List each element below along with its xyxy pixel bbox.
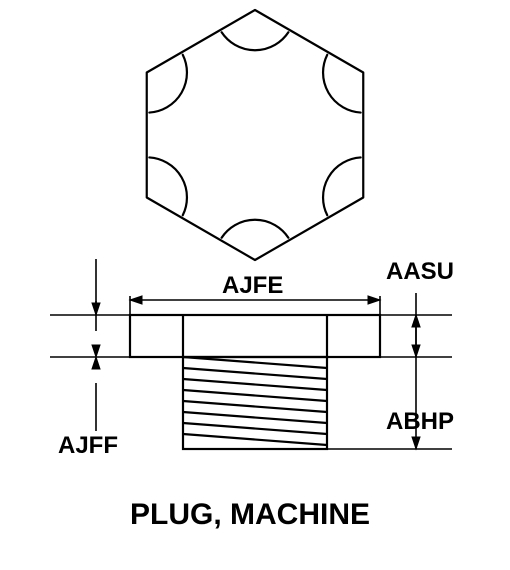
label-ajff: AJFF	[58, 432, 118, 460]
title: PLUG, MACHINE	[130, 498, 370, 532]
diagram-canvas: AJFE AASU ABHP AJFF PLUG, MACHINE	[0, 0, 510, 570]
label-aasu: AASU	[386, 258, 454, 286]
label-ajfe: AJFE	[222, 272, 283, 300]
label-abhp: ABHP	[386, 408, 454, 436]
